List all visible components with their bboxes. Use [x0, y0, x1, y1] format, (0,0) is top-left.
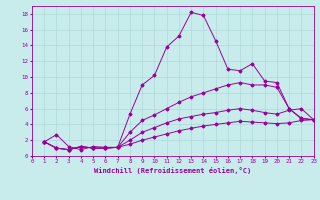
X-axis label: Windchill (Refroidissement éolien,°C): Windchill (Refroidissement éolien,°C): [94, 167, 252, 174]
